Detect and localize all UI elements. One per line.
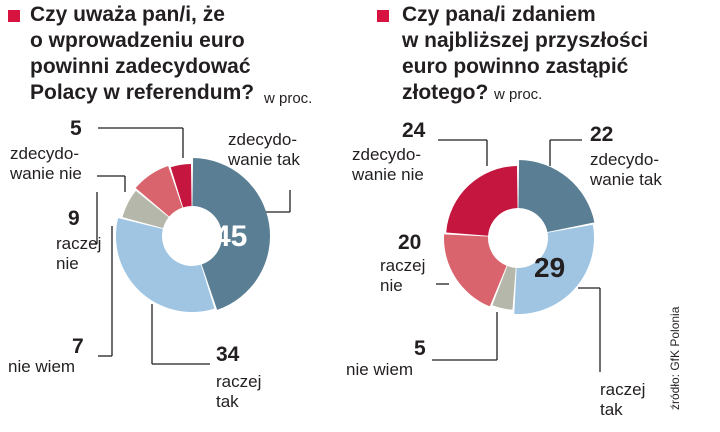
donut-chart-2 (444, 160, 595, 315)
chart-1-value-raczej-nie: 9 (68, 207, 80, 230)
chart-2-slice-raczej-tak (514, 224, 595, 315)
chart-1-title: Czy uważa pan/i, że o wprowadzeniu euro … (30, 3, 255, 104)
chart-2-slice-zdecydowanie-tak (518, 160, 595, 232)
chart-2-unit: w proc. (494, 86, 543, 103)
chart-2-label-raczej-nie: raczej nie (380, 256, 426, 295)
chart-2-title: Czy pana/i zdaniem w najbliższej przyszł… (402, 3, 649, 104)
question-marker-1 (8, 10, 20, 22)
chart-1-label-raczej-nie: raczej nie (56, 234, 102, 273)
chart-2-value-zdecydowanie-tak: 22 (590, 123, 614, 146)
chart-2-value-zdecydowanie-nie: 24 (402, 119, 426, 142)
chart-2-value-raczej-tak: 29 (534, 252, 566, 283)
chart-2-slice-zdecydowanie-nie (446, 166, 518, 236)
chart-1-slice-nie-wiem (122, 190, 169, 229)
chart-1-value-raczej-tak: 34 (216, 343, 240, 366)
chart-1-label-nie-wiem: nie wiem (8, 357, 76, 376)
chart-1-unit: w proc. (264, 90, 313, 107)
chart-1-label-zdecydowanie-tak: zdecydo- wanie tak (228, 130, 300, 169)
chart-2-value-nie-wiem: 5 (414, 337, 426, 360)
chart-1-slice-zdecydowanie-tak (192, 158, 271, 310)
chart-1-slice-raczej-tak (115, 218, 215, 312)
chart-1-label-zdecydowanie-nie: zdecydo- wanie nie (10, 144, 82, 183)
donut-chart-1 (115, 158, 271, 312)
source-note: źródło: GfK Polonia (668, 306, 682, 410)
chart-2-label-nie-wiem: nie wiem (346, 360, 414, 379)
chart-1-label-raczej-tak: raczej tak (216, 372, 262, 411)
chart-2-label-zdecydowanie-tak: zdecydo- wanie tak (590, 150, 662, 189)
chart-2-label-raczej-tak: raczej tak (600, 380, 646, 419)
chart-2-label-zdecydowanie-nie: zdecydo- wanie nie (352, 145, 424, 184)
chart-1-slice-raczej-nie (135, 165, 183, 217)
chart-1-value-zdecydowanie-tak: 45 (214, 220, 248, 253)
chart-1-slice-zdecydowanie-nie (170, 164, 192, 208)
chart-2-slice-nie-wiem (492, 266, 516, 310)
chart-1-value-zdecydowanie-nie: 5 (70, 117, 82, 140)
chart-2-value-raczej-nie: 20 (398, 231, 422, 254)
question-marker-2 (377, 10, 389, 22)
chart-1-value-nie-wiem: 7 (72, 335, 84, 358)
chart-2-slice-raczej-nie (444, 234, 507, 307)
